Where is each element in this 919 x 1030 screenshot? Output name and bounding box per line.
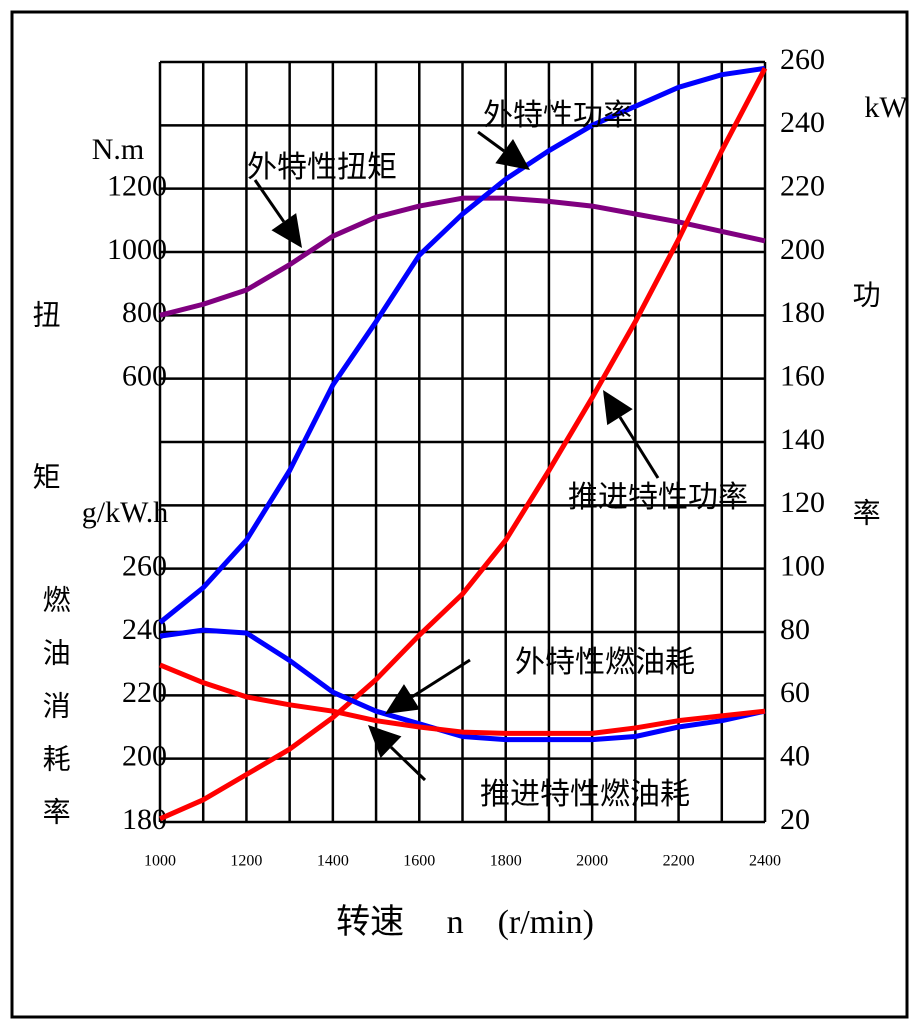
- y2-tick-label: 140: [780, 423, 825, 456]
- y2-tick-label: 160: [780, 360, 825, 393]
- y2-tick-label: 240: [780, 106, 825, 139]
- y-tick-label: 600: [122, 360, 167, 393]
- x-tick-label: 1800: [490, 853, 522, 870]
- series-line: [159, 195, 766, 318]
- y3-tick-label: 180: [122, 803, 167, 836]
- arrow-head: [271, 213, 302, 248]
- y2-unit: kW: [864, 91, 908, 124]
- arrow-head: [385, 684, 421, 714]
- annotation: 推进特性功率: [568, 481, 748, 514]
- y2-tick-label: 200: [780, 233, 825, 266]
- series-line: [158, 65, 766, 625]
- annotation: 外特性燃油耗: [515, 646, 695, 679]
- arrow-shaft: [253, 179, 286, 223]
- arrow-shaft: [477, 130, 506, 153]
- x-tick-label: 2200: [663, 853, 695, 870]
- y2-tick-label: 180: [780, 296, 825, 329]
- y3-tick-label: 260: [122, 550, 167, 583]
- y3-tick-label: 220: [122, 676, 167, 709]
- y2-tick-label: 220: [780, 170, 825, 203]
- y3-axis-label: 燃油消耗率: [39, 585, 71, 850]
- arrow-shaft: [411, 658, 471, 699]
- y2-tick-label: 260: [780, 43, 825, 76]
- y2-tick-label: 120: [780, 486, 825, 519]
- series-line: [158, 67, 768, 822]
- y-axis-label: 扭矩: [29, 300, 61, 624]
- y-tick-label: 1200: [107, 170, 167, 203]
- y2-tick-label: 100: [780, 550, 825, 583]
- y2-tick-label: 60: [780, 676, 810, 709]
- arrow-head: [368, 725, 402, 759]
- arrow-head: [603, 390, 633, 426]
- arrow-shaft: [618, 416, 660, 479]
- y2-tick-label: 20: [780, 803, 810, 836]
- x-tick-label: 1400: [317, 853, 349, 870]
- y2-axis-label: 功率: [849, 280, 880, 716]
- y2-tick-label: 80: [780, 613, 810, 646]
- x-axis-label: 转速 n (r/min): [336, 903, 594, 941]
- x-tick-label: 1600: [403, 853, 435, 870]
- y-unit: N.m: [92, 133, 145, 166]
- y-tick-label: 1000: [107, 233, 167, 266]
- x-tick-label: 2000: [576, 853, 608, 870]
- x-tick-label: 1000: [144, 853, 176, 870]
- y3-unit: g/kW.h: [82, 496, 168, 529]
- y2-tick-label: 40: [780, 740, 810, 773]
- annotation: 推进特性燃油耗: [480, 778, 690, 811]
- annotation: 外特性功率: [483, 99, 633, 132]
- frame: [10, 10, 909, 1019]
- arrow-head: [495, 139, 530, 170]
- series-line: [159, 662, 766, 736]
- x-tick-label: 2400: [749, 853, 781, 870]
- arrow-shaft: [389, 746, 427, 782]
- y3-tick-label: 240: [122, 613, 167, 646]
- series-line: [159, 627, 766, 743]
- x-tick-label: 1200: [230, 853, 262, 870]
- annotation: 外特性扭矩: [247, 151, 397, 184]
- y3-tick-label: 200: [122, 740, 167, 773]
- y-tick-label: 800: [122, 296, 167, 329]
